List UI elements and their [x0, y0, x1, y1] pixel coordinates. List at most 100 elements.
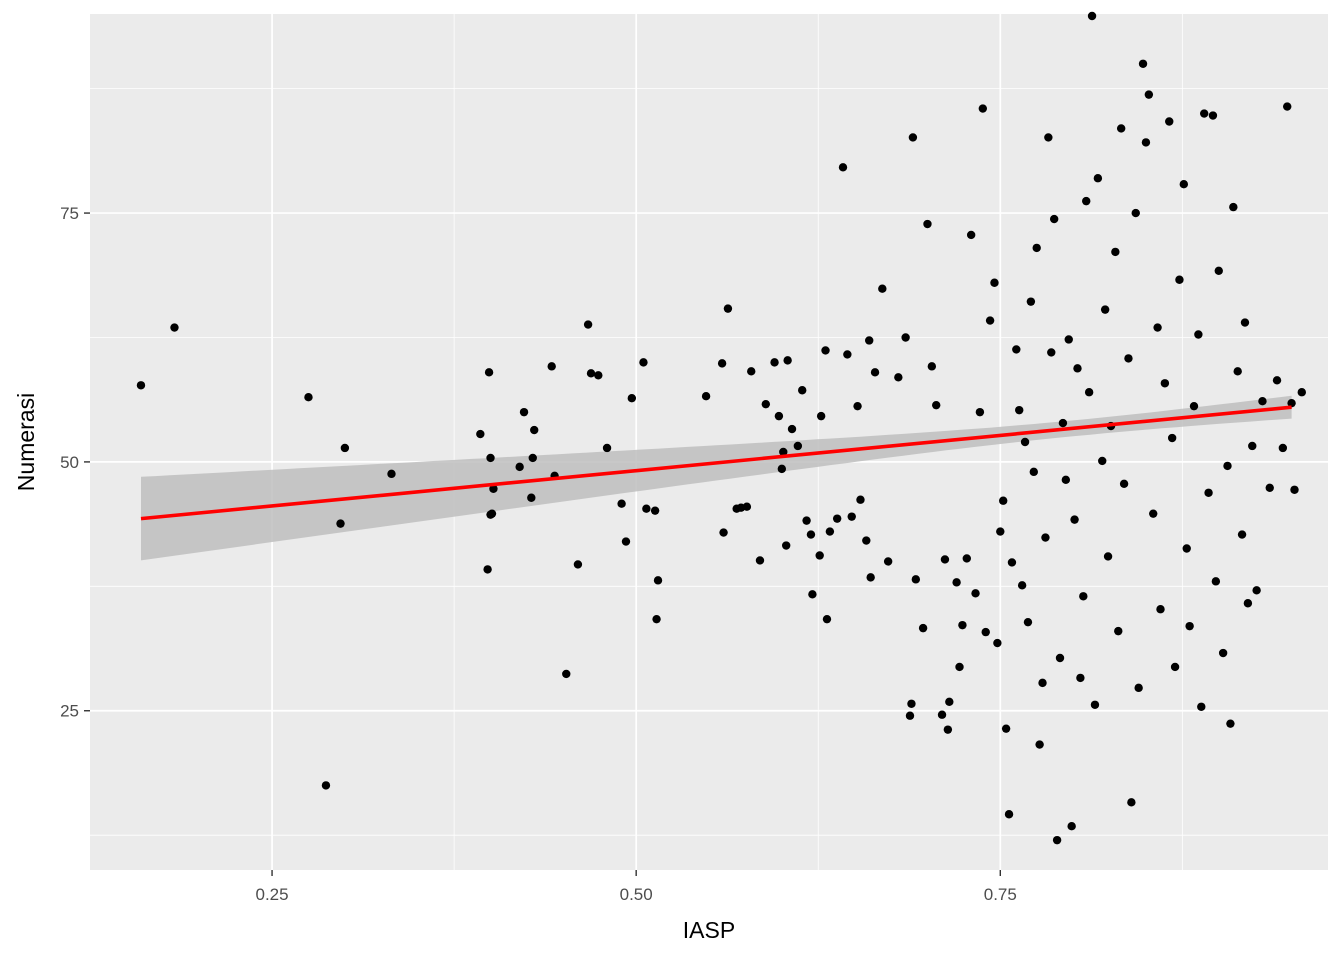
data-point — [489, 484, 498, 493]
data-point — [832, 514, 842, 523]
data-point — [1119, 479, 1129, 489]
x-tick-label: 0.75 — [984, 885, 1017, 904]
data-point — [1111, 247, 1120, 257]
data-point — [1114, 626, 1123, 636]
data-point — [1058, 418, 1068, 428]
data-point — [1265, 483, 1274, 492]
data-point — [908, 133, 918, 142]
data-point — [1287, 398, 1296, 408]
data-point — [1134, 683, 1143, 693]
data-point — [1047, 348, 1056, 357]
regression-line — [140, 405, 1292, 521]
data-point — [1029, 467, 1038, 477]
data-point — [717, 359, 727, 368]
data-point — [911, 575, 921, 584]
data-point — [1044, 133, 1053, 142]
data-point — [387, 469, 396, 479]
data-point — [1026, 297, 1036, 306]
data-point — [476, 429, 485, 439]
fit-line-layer — [140, 405, 1292, 521]
data-point — [1084, 388, 1094, 397]
data-point — [838, 163, 848, 172]
data-point — [1233, 367, 1242, 376]
data-point — [862, 536, 871, 545]
data-point — [723, 304, 733, 313]
data-point — [870, 368, 880, 377]
data-point — [742, 502, 752, 511]
data-point — [783, 356, 792, 365]
data-point — [779, 447, 788, 457]
data-point — [1223, 461, 1232, 471]
data-point — [808, 590, 817, 599]
data-point — [825, 527, 835, 536]
data-point — [1283, 102, 1292, 111]
data-point — [527, 493, 536, 502]
data-point — [878, 284, 887, 293]
data-point — [639, 358, 648, 367]
data-point — [781, 541, 791, 550]
data-point — [1116, 124, 1126, 133]
y-tick-label: 25 — [60, 702, 79, 721]
data-point — [1167, 433, 1177, 443]
data-point — [594, 371, 603, 380]
data-point — [1175, 275, 1184, 284]
data-point — [865, 336, 874, 345]
data-point — [883, 557, 893, 566]
data-point — [943, 725, 953, 734]
data-point — [1100, 305, 1110, 314]
data-point — [966, 230, 976, 240]
data-point — [701, 392, 711, 401]
data-point — [1082, 196, 1091, 206]
data-point — [515, 462, 524, 472]
data-point — [923, 219, 932, 229]
data-point — [907, 699, 916, 708]
data-point — [937, 710, 947, 719]
data-point — [1194, 330, 1203, 339]
data-point — [747, 367, 756, 376]
data-point — [777, 464, 787, 474]
data-point — [761, 399, 771, 409]
data-point — [1007, 558, 1017, 567]
data-point — [1131, 208, 1140, 218]
data-point — [1218, 648, 1228, 658]
data-point — [1258, 396, 1267, 406]
data-point — [940, 555, 950, 564]
data-point — [1185, 621, 1194, 631]
data-point — [1182, 544, 1191, 553]
data-points — [136, 11, 1306, 845]
data-point — [793, 441, 803, 451]
data-point — [1149, 509, 1158, 518]
data-point — [1076, 673, 1085, 683]
x-axis-ticks: 0.25 0.50 0.75 — [256, 870, 1017, 904]
data-point — [519, 407, 529, 417]
data-point — [1061, 475, 1071, 485]
x-tick-label: 0.25 — [256, 885, 289, 904]
data-point — [1073, 364, 1082, 373]
data-point — [996, 527, 1005, 536]
data-point — [1204, 488, 1213, 497]
data-point — [816, 411, 826, 421]
data-point — [993, 638, 1002, 648]
data-point — [802, 516, 811, 525]
data-point — [1170, 662, 1180, 672]
data-point — [1038, 678, 1047, 688]
data-point — [755, 556, 765, 565]
x-axis-title: IASP — [683, 917, 735, 943]
data-point — [821, 346, 830, 355]
data-point — [1049, 214, 1059, 224]
data-point — [1272, 376, 1282, 385]
data-point — [1197, 702, 1206, 711]
data-point — [1144, 90, 1154, 99]
y-axis-ticks: 25 50 75 — [60, 204, 90, 721]
data-point — [981, 627, 990, 637]
data-point — [484, 368, 494, 377]
data-point — [586, 369, 596, 378]
data-point — [1064, 335, 1073, 344]
data-point — [1103, 552, 1113, 561]
data-point — [1160, 379, 1170, 388]
data-point — [621, 537, 631, 546]
data-point — [962, 554, 971, 563]
y-tick-label: 75 — [60, 204, 79, 223]
data-point — [958, 620, 967, 630]
